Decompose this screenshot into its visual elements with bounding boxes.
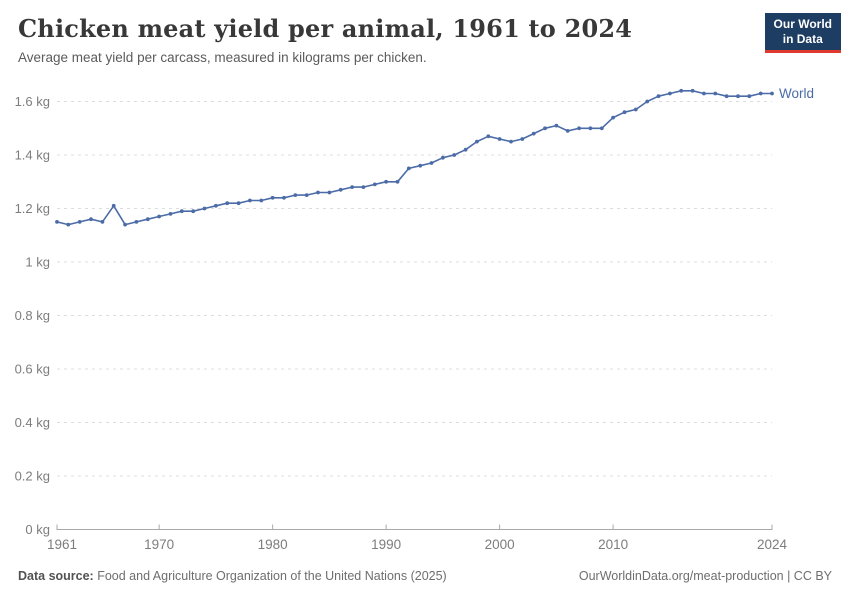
data-point[interactable] [475, 139, 479, 144]
data-point[interactable] [350, 185, 354, 190]
data-point[interactable] [270, 195, 275, 200]
data-point[interactable] [565, 129, 570, 133]
data-point[interactable] [520, 137, 525, 141]
data-point[interactable] [384, 179, 388, 184]
x-tick-label: 2024 [757, 537, 788, 552]
data-point[interactable] [429, 161, 434, 165]
y-tick-label: 1.2 kg [15, 201, 50, 216]
data-point[interactable] [622, 110, 627, 115]
data-point[interactable] [361, 185, 366, 190]
data-point[interactable] [531, 131, 536, 136]
data-point[interactable] [123, 222, 127, 227]
data-point[interactable] [236, 201, 241, 206]
y-tick-label: 0.8 kg [15, 308, 50, 323]
data-point[interactable] [282, 195, 286, 200]
data-point[interactable] [145, 217, 150, 222]
chart-subtitle: Average meat yield per carcass, measured… [18, 50, 427, 65]
data-point[interactable] [441, 155, 445, 160]
data-source-text: Food and Agriculture Organization of the… [93, 569, 447, 583]
data-point[interactable] [179, 209, 184, 214]
data-point[interactable] [395, 179, 400, 184]
x-axis-line [56, 524, 773, 530]
series-line[interactable] [56, 90, 773, 226]
x-tick-label: 1970 [144, 537, 174, 552]
data-point[interactable] [747, 94, 752, 99]
y-tick-label: 0 kg [25, 522, 50, 537]
y-tick-label: 0.4 kg [15, 415, 50, 430]
data-point[interactable] [486, 134, 491, 139]
data-point[interactable] [89, 217, 93, 222]
data-point[interactable] [452, 153, 457, 157]
data-point[interactable] [168, 212, 173, 216]
data-point[interactable] [259, 198, 264, 203]
data-point[interactable] [100, 220, 105, 224]
data-point[interactable] [633, 107, 638, 112]
data-point[interactable] [293, 193, 298, 198]
data-point[interactable] [77, 220, 82, 224]
data-point[interactable] [599, 126, 604, 131]
data-point[interactable] [248, 198, 252, 203]
data-point[interactable] [679, 88, 684, 93]
chart-title: Chicken meat yield per animal, 1961 to 2… [18, 14, 633, 43]
data-point[interactable] [316, 190, 320, 195]
owid-logo[interactable]: Our World in Data [764, 13, 841, 53]
data-point[interactable] [656, 94, 661, 99]
data-point[interactable] [191, 209, 196, 214]
data-point[interactable] [327, 190, 332, 195]
y-tick-label: 1.4 kg [15, 148, 50, 163]
y-tick-label: 0.2 kg [15, 469, 50, 484]
data-point[interactable] [55, 220, 59, 224]
data-point[interactable] [304, 193, 309, 198]
data-point[interactable] [214, 203, 218, 208]
data-point[interactable] [134, 220, 139, 224]
x-tick-label: 2010 [598, 537, 628, 552]
y-tick-label: 1.6 kg [15, 94, 50, 109]
data-point[interactable] [418, 163, 423, 168]
data-point[interactable] [577, 126, 581, 131]
data-source-note: Data source: Food and Agriculture Organi… [18, 569, 447, 583]
data-point[interactable] [157, 214, 162, 219]
x-tick-label: 1980 [258, 537, 288, 552]
data-point[interactable] [372, 182, 377, 187]
data-point[interactable] [645, 99, 650, 104]
x-tick-label: 2000 [485, 537, 515, 552]
data-point[interactable] [758, 91, 763, 96]
owid-logo-line2: in Data [782, 32, 823, 46]
series-label[interactable]: World [779, 86, 814, 101]
data-point[interactable] [713, 91, 718, 96]
data-point[interactable] [588, 126, 593, 131]
data-point[interactable] [497, 137, 502, 141]
data-point[interactable] [406, 166, 411, 171]
data-point[interactable] [724, 94, 729, 99]
data-point[interactable] [202, 206, 207, 211]
x-tick-label: 1961 [47, 537, 77, 552]
data-point[interactable] [338, 187, 343, 192]
y-tick-label: 0.6 kg [15, 362, 50, 377]
source-link[interactable]: OurWorldinData.org/meat-production | CC … [578, 569, 832, 583]
data-point[interactable] [509, 139, 513, 144]
data-point[interactable] [770, 91, 774, 96]
data-point[interactable] [611, 115, 615, 120]
data-point[interactable] [554, 123, 559, 128]
x-tick-label: 1990 [371, 537, 401, 552]
data-point[interactable] [702, 91, 706, 96]
data-point[interactable] [668, 91, 672, 96]
data-point[interactable] [463, 147, 468, 152]
y-tick-label: 1 kg [25, 255, 50, 270]
data-point[interactable] [225, 201, 230, 206]
data-point[interactable] [543, 126, 547, 131]
data-source-label: Data source: [18, 569, 94, 583]
data-point[interactable] [111, 203, 116, 208]
data-point[interactable] [690, 88, 695, 93]
data-point[interactable] [736, 94, 740, 99]
data-point[interactable] [66, 222, 71, 227]
owid-logo-line1: Our World [773, 17, 832, 31]
